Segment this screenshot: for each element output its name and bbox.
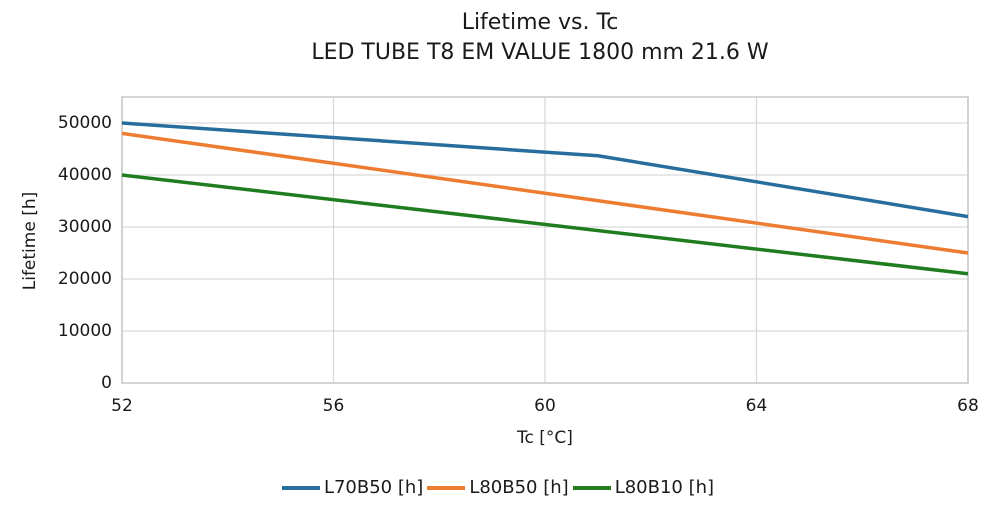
y-tick-label: 40000 <box>57 165 112 185</box>
x-tick-label: 64 <box>745 396 768 416</box>
x-axis-title: Tc [°C] <box>517 428 573 448</box>
y-tick-label: 30000 <box>57 217 112 237</box>
legend-swatch-icon <box>281 485 320 490</box>
series-line-l80b50 <box>121 131 969 255</box>
chart-subtitle: LED TUBE T8 EM VALUE 1800 mm 21.6 W <box>311 40 769 65</box>
x-tick-label: 56 <box>322 396 345 416</box>
legend-item: L70B50 [h] <box>281 477 427 498</box>
legend-label: L80B50 [h] <box>469 477 569 498</box>
legend: L70B50 [h] L80B50 [h] L80B10 [h] <box>0 477 1000 498</box>
legend-item: L80B50 [h] <box>427 477 572 498</box>
y-tick-label: 20000 <box>57 269 112 289</box>
plot-frame <box>121 96 969 384</box>
legend-item: L80B10 [h] <box>572 477 718 498</box>
y-tick-label: 0 <box>101 373 112 393</box>
series-line-l70b50 <box>121 121 969 219</box>
legend-label: L70B50 [h] <box>323 477 424 498</box>
x-tick-label: 60 <box>534 396 556 416</box>
x-tick-label: 68 <box>957 396 979 416</box>
legend-swatch-icon <box>572 485 611 490</box>
y-tick-label: 50000 <box>57 113 112 133</box>
y-axis-title: Lifetime [h] <box>20 191 40 291</box>
chart-title-block: Lifetime vs. Tc LED TUBE T8 EM VALUE 180… <box>90 8 990 68</box>
series-line-l80b10 <box>121 173 969 276</box>
y-tick-label: 10000 <box>57 321 112 341</box>
legend-swatch-icon <box>427 485 466 490</box>
chart-title: Lifetime vs. Tc <box>461 10 619 35</box>
x-tick-label: 52 <box>111 396 133 416</box>
legend-label: L80B10 [h] <box>614 477 715 498</box>
